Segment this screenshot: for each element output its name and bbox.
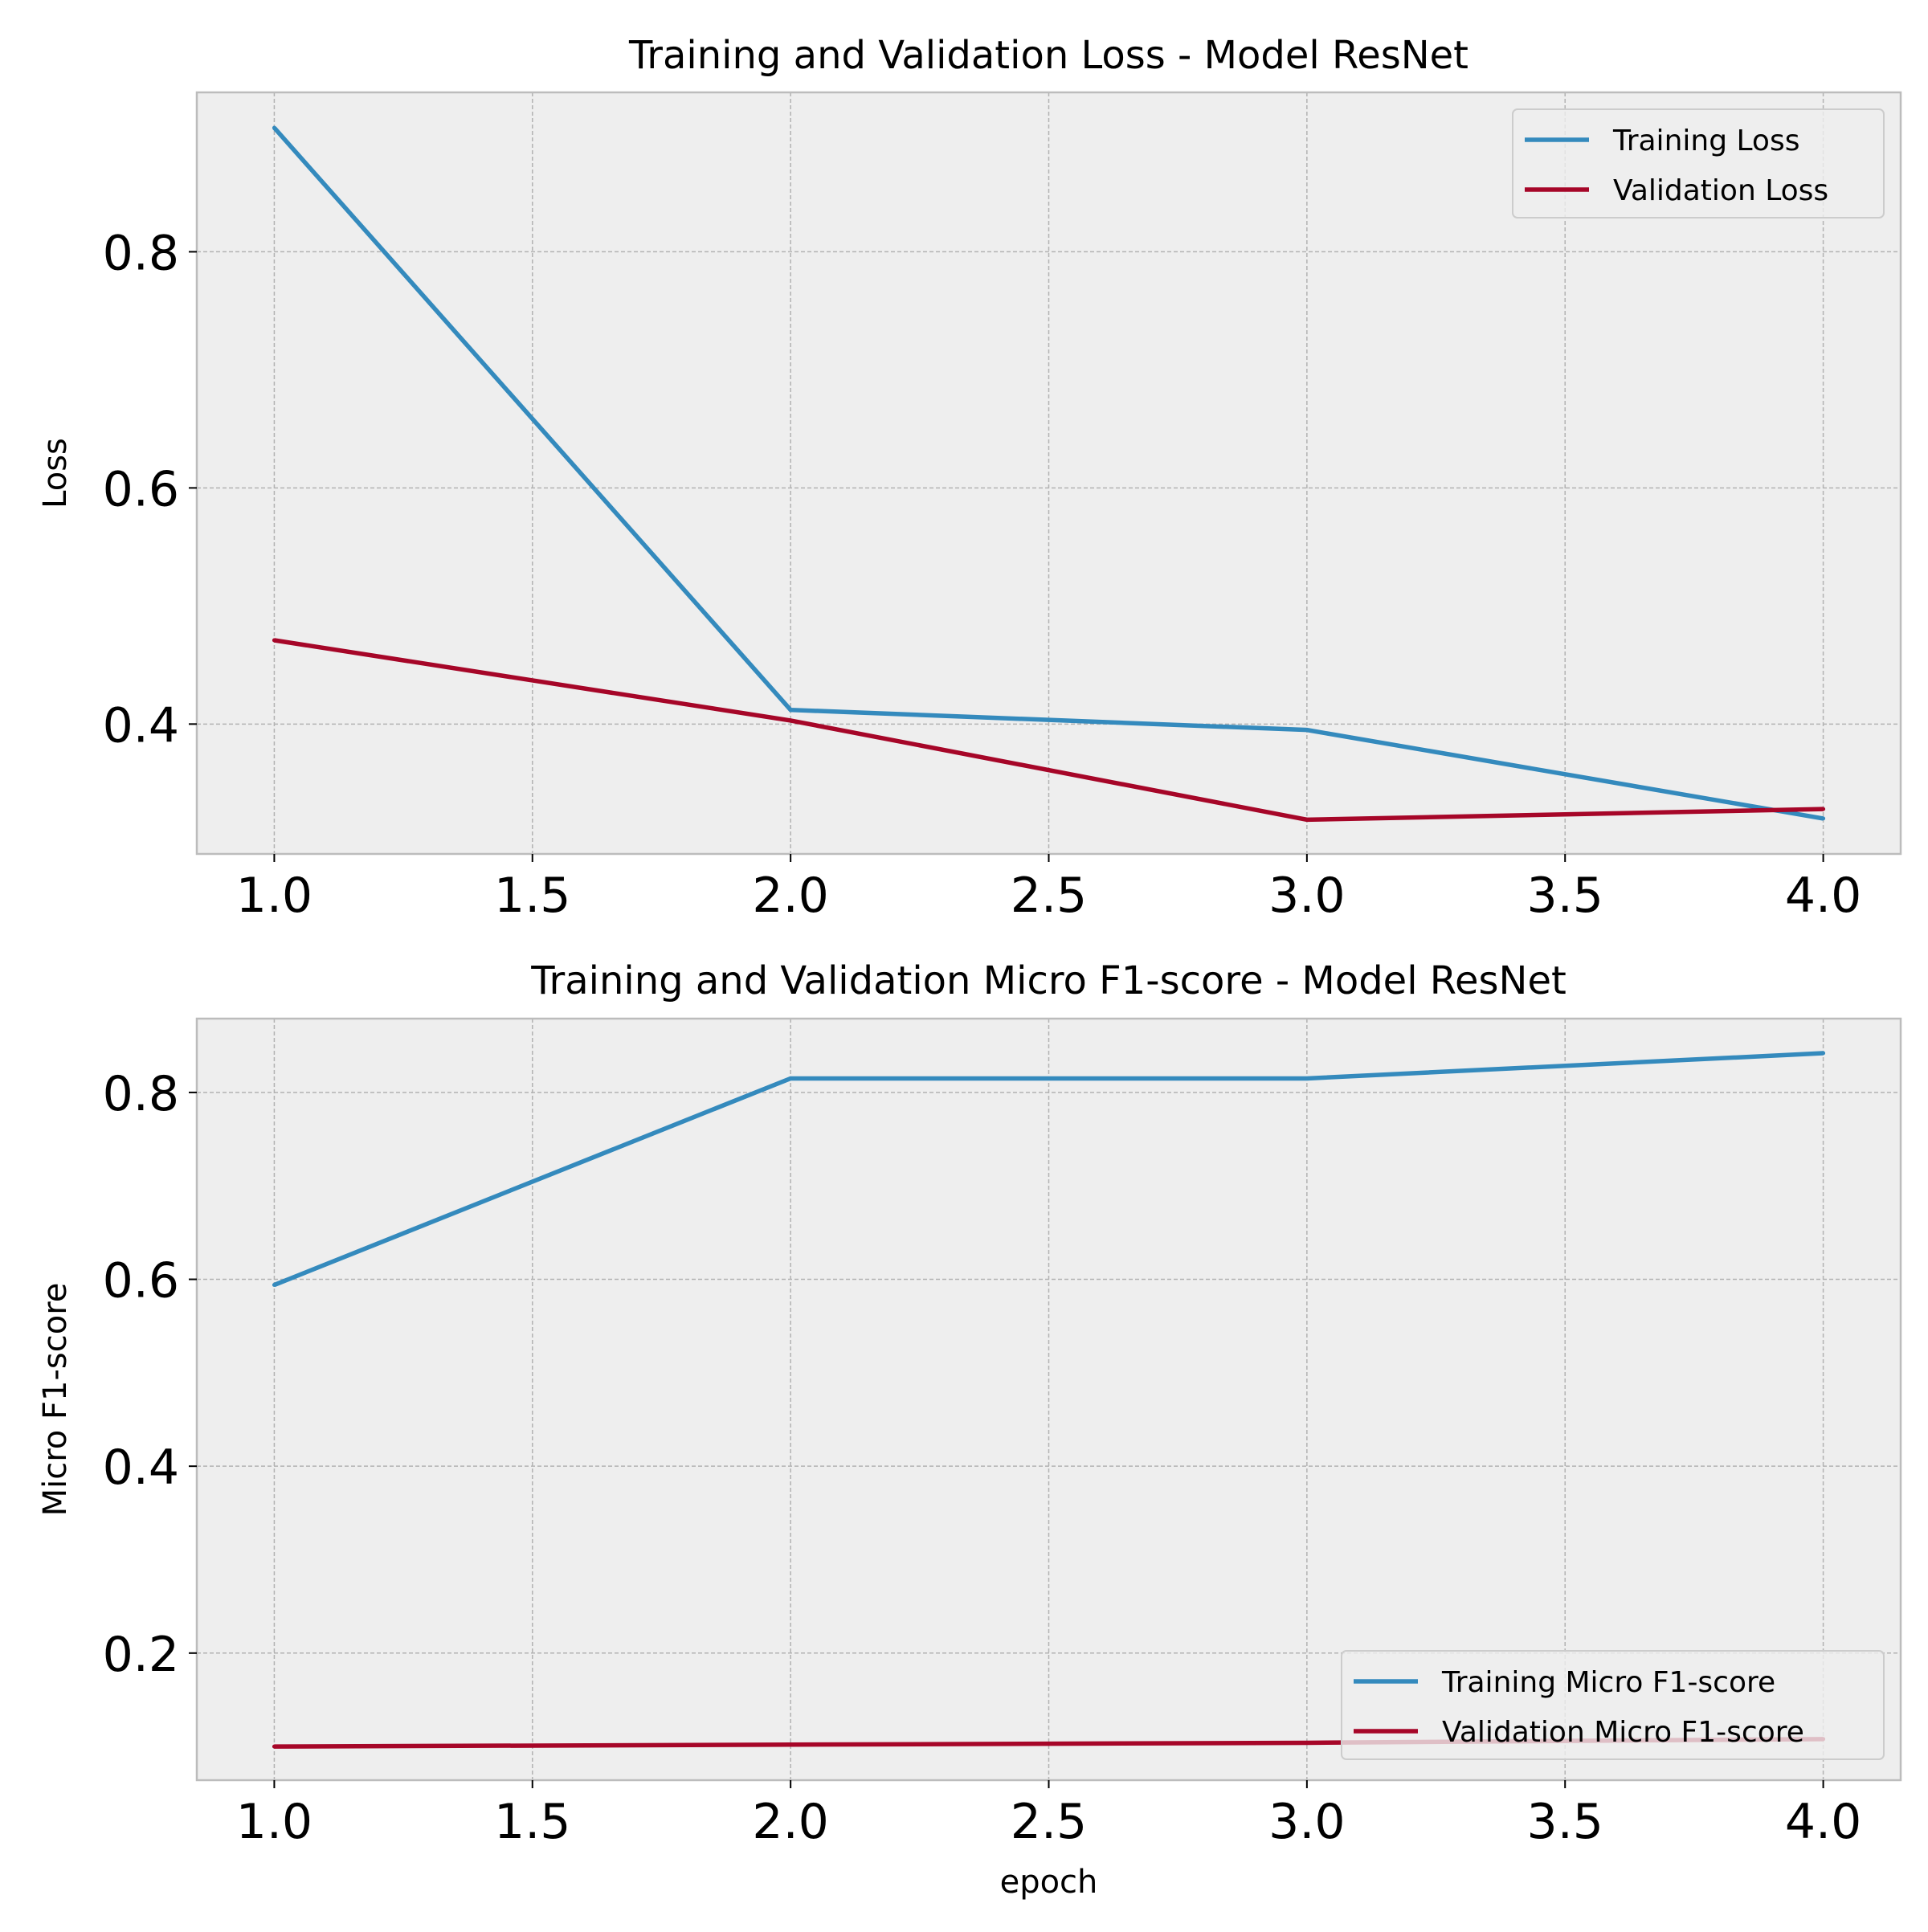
chart-title: Training and Validation Loss - Model Res… bbox=[628, 33, 1468, 78]
legend: Training Loss Validation Loss bbox=[1512, 108, 1885, 219]
legend-entry: Validation Micro F1-score bbox=[1442, 1716, 1804, 1749]
x-tick-label: 3.5 bbox=[1527, 868, 1603, 924]
legend-entry: Validation Loss bbox=[1613, 174, 1828, 207]
y-axis-label: Micro F1-score bbox=[37, 1283, 74, 1517]
x-tick-label: 3.5 bbox=[1527, 1794, 1603, 1850]
y-tick-label: 0.6 bbox=[103, 461, 179, 517]
series-line-1 bbox=[272, 126, 1824, 821]
y-tick-label: 0.2 bbox=[103, 1627, 179, 1683]
data-point bbox=[788, 708, 793, 713]
y-tick-label: 0.4 bbox=[103, 1440, 179, 1496]
x-axis-label: epoch bbox=[1000, 1864, 1098, 1901]
data-point bbox=[272, 1283, 276, 1288]
x-tick-label: 2.0 bbox=[752, 1794, 828, 1850]
data-point bbox=[1305, 817, 1309, 822]
x-tick-label: 3.0 bbox=[1268, 1794, 1345, 1850]
data-point bbox=[788, 1742, 793, 1747]
x-tick-label: 4.0 bbox=[1785, 868, 1861, 924]
x-tick-label: 2.0 bbox=[752, 868, 828, 924]
series-line-1 bbox=[273, 1051, 1824, 1288]
x-tick-label: 3.0 bbox=[1268, 868, 1345, 924]
chart-title: Training and Validation Micro F1-score -… bbox=[530, 958, 1566, 1003]
y-tick-label: 0.6 bbox=[103, 1253, 179, 1309]
y-tick-label: 0.8 bbox=[103, 1066, 179, 1122]
x-tick-label: 1.0 bbox=[236, 868, 312, 924]
data-point bbox=[272, 1744, 276, 1749]
y-tick-label: 0.8 bbox=[103, 225, 179, 281]
data-point bbox=[1305, 1076, 1309, 1080]
data-point bbox=[788, 718, 793, 723]
x-tick-label: 2.5 bbox=[1011, 868, 1087, 924]
data-point bbox=[788, 1076, 793, 1080]
data-point bbox=[1821, 816, 1826, 821]
x-tick-label: 1.5 bbox=[494, 868, 570, 924]
chart-panel-2: 1.0 1.5 2.0 2.5 3.0 3.5 4.0 0.2 0.4 0.6 0.8 Trainin… bbox=[37, 958, 1902, 1901]
series-line-2 bbox=[273, 638, 1824, 823]
chart-panel-1: 1.0 1.5 2.0 2.5 3.0 3.5 4.0 0.4 0.6 0.8 Training a… bbox=[37, 33, 1902, 924]
x-tick-label: 2.5 bbox=[1011, 1794, 1087, 1850]
legend-entry: Training Loss bbox=[1612, 125, 1799, 157]
legend-box bbox=[1512, 108, 1885, 219]
data-point bbox=[1305, 728, 1309, 733]
legend-box bbox=[1341, 1650, 1885, 1760]
y-tick-label: 0.4 bbox=[103, 697, 179, 754]
x-tick-label: 4.0 bbox=[1785, 1794, 1861, 1850]
y-axis-label: Loss bbox=[37, 438, 74, 509]
data-point bbox=[1821, 1051, 1826, 1056]
legend-entry: Training Micro F1-score bbox=[1441, 1666, 1775, 1699]
data-point bbox=[272, 638, 276, 643]
data-point bbox=[272, 125, 276, 130]
data-point bbox=[1305, 1740, 1309, 1745]
x-tick-label: 1.5 bbox=[494, 1794, 570, 1850]
data-point bbox=[1821, 807, 1826, 811]
legend: Training Micro F1-score Validation Micro … bbox=[1341, 1650, 1885, 1760]
x-tick-label: 1.0 bbox=[236, 1794, 312, 1850]
